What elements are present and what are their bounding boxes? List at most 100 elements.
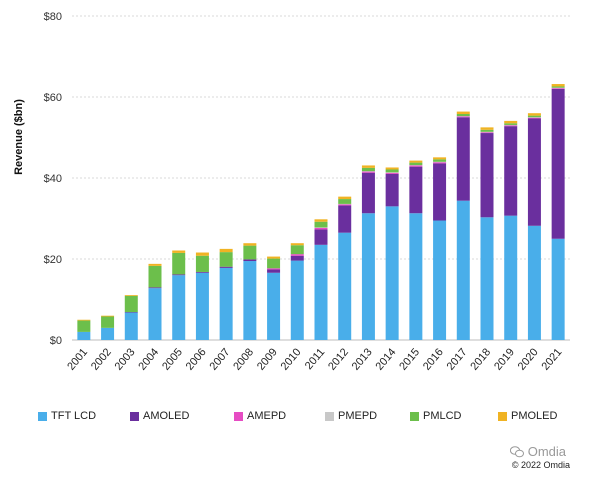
- bar-segment-amoled: [290, 255, 304, 261]
- legend-label: AMEPD: [247, 410, 287, 422]
- bar-segment-pmlcd: [172, 252, 186, 275]
- omdia-logo: Omdia: [509, 444, 566, 459]
- bar-segment-tft-lcd: [172, 275, 186, 340]
- x-tick-label: 2003: [113, 346, 138, 372]
- bar-segment-amoled: [243, 259, 257, 262]
- legend-swatch: [130, 411, 139, 421]
- bar-segment-tft-lcd: [385, 206, 399, 340]
- bar-segment-pmoled: [195, 252, 209, 256]
- y-tick-label: $60: [44, 92, 62, 104]
- bar-segment-pmlcd: [456, 114, 470, 117]
- bar-segment-pmoled: [338, 196, 352, 200]
- bar-segment-amepd: [456, 116, 470, 118]
- logo-text: Omdia: [527, 444, 566, 459]
- bar-segment-amepd: [267, 268, 281, 270]
- x-tick-label: 2004: [136, 346, 161, 372]
- bar-segment-pmlcd: [148, 265, 162, 288]
- x-tick-label: 2020: [516, 346, 541, 372]
- bar-segment-pmoled: [385, 167, 399, 170]
- bar-segment-pmoled: [456, 111, 470, 115]
- bar-segment-tft-lcd: [456, 200, 470, 340]
- x-tick-label: 2017: [445, 346, 470, 372]
- bar-segment-amoled: [219, 266, 233, 268]
- bar-segment-amoled: [267, 269, 281, 273]
- bar-segment-amoled: [172, 274, 186, 276]
- bar-segment-pmepd: [433, 161, 447, 163]
- wechat-bubbles-icon: [509, 445, 524, 457]
- legend-item: PMEPD: [325, 410, 377, 422]
- bar-segment-pmlcd: [267, 258, 281, 269]
- legend-label: PMEPD: [338, 410, 378, 422]
- bar-segment-pmepd: [504, 124, 518, 126]
- bar-segment-amoled: [338, 205, 352, 233]
- x-tick-label: 2019: [492, 346, 517, 372]
- y-axis-ticks: $0 $20 $40 $60 $80: [44, 11, 62, 347]
- legend-item: AMOLED: [130, 410, 189, 422]
- x-tick-label: 2018: [468, 346, 493, 372]
- bars: [77, 84, 565, 340]
- bar-segment-pmepd: [456, 116, 470, 117]
- bar-segment-pmoled: [267, 256, 281, 259]
- x-tick-label: 2012: [326, 346, 351, 372]
- bar-segment-tft-lcd: [124, 312, 138, 340]
- copyright-text: © 2022 Omdia: [511, 460, 570, 470]
- y-tick-label: $40: [44, 173, 62, 185]
- bar-segment-pmoled: [527, 113, 541, 116]
- bar-segment-amoled: [148, 287, 162, 289]
- bar-segment-pmoled: [314, 219, 328, 222]
- bar-segment-pmepd: [409, 165, 423, 166]
- bar-segment-pmoled: [243, 243, 257, 246]
- bar-segment-pmepd: [314, 227, 328, 228]
- x-tick-label: 2010: [279, 346, 304, 372]
- legend-swatch: [234, 411, 243, 421]
- bar-segment-amepd: [290, 254, 304, 256]
- bar-segment-pmoled: [172, 250, 186, 253]
- bar-segment-amoled: [124, 312, 138, 313]
- legend-item: AMEPD: [234, 410, 286, 422]
- bar-segment-pmlcd: [219, 252, 233, 267]
- bar-segment-tft-lcd: [267, 272, 281, 340]
- bar-segment-amoled: [433, 163, 447, 221]
- bar-segment-amoled: [385, 173, 399, 207]
- bar-segment-pmlcd: [551, 86, 565, 88]
- bar-segment-pmlcd: [101, 316, 115, 328]
- bar-segment-tft-lcd: [195, 272, 209, 340]
- x-tick-label: 2008: [231, 346, 256, 372]
- bar-segment-amepd: [551, 88, 565, 89]
- bar-segment-amepd: [314, 227, 328, 230]
- bar-segment-amepd: [338, 204, 352, 206]
- x-tick-label: 2007: [208, 346, 233, 372]
- x-tick-label: 2006: [184, 346, 209, 372]
- bar-segment-pmlcd: [290, 245, 304, 255]
- bar-segment-amepd: [433, 162, 447, 164]
- y-tick-label: $80: [44, 11, 62, 23]
- bar-segment-pmoled: [504, 120, 518, 124]
- bar-segment-pmlcd: [385, 169, 399, 173]
- bar-segment-amepd: [480, 132, 494, 134]
- chart-legend: TFT LCD AMOLED AMEPD PMEPD PMLCD PMOLED: [38, 410, 578, 428]
- bar-segment-amoled: [480, 133, 494, 218]
- bar-segment-pmoled: [361, 165, 375, 168]
- bar-segment-amoled: [361, 172, 375, 214]
- bar-segment-amoled: [504, 126, 518, 216]
- legend-label: AMOLED: [143, 410, 190, 422]
- bar-segment-pmoled: [124, 295, 138, 296]
- stacked-bar-chart: $0$20$40$60$80 2001200220032004200520062…: [13, 11, 570, 373]
- bar-segment-tft-lcd: [551, 238, 565, 340]
- bar-segment-tft-lcd: [338, 232, 352, 340]
- bar-segment-tft-lcd: [290, 260, 304, 340]
- legend-label: TFT LCD: [51, 410, 97, 422]
- bar-segment-pmlcd: [361, 167, 375, 172]
- bar-segment-tft-lcd: [433, 220, 447, 340]
- bar-segment-pmoled: [101, 315, 115, 317]
- y-tick-label: $0: [50, 335, 62, 347]
- bar-segment-tft-lcd: [101, 327, 115, 340]
- legend-item: TFT LCD: [38, 410, 96, 422]
- bar-segment-tft-lcd: [409, 213, 423, 340]
- x-tick-label: 2002: [89, 346, 114, 372]
- bar-segment-pmlcd: [409, 162, 423, 166]
- bar-segment-amoled: [409, 166, 423, 214]
- bar-segment-pmlcd: [527, 115, 541, 118]
- y-tick-label: $20: [44, 254, 62, 266]
- bar-segment-amoled: [551, 88, 565, 239]
